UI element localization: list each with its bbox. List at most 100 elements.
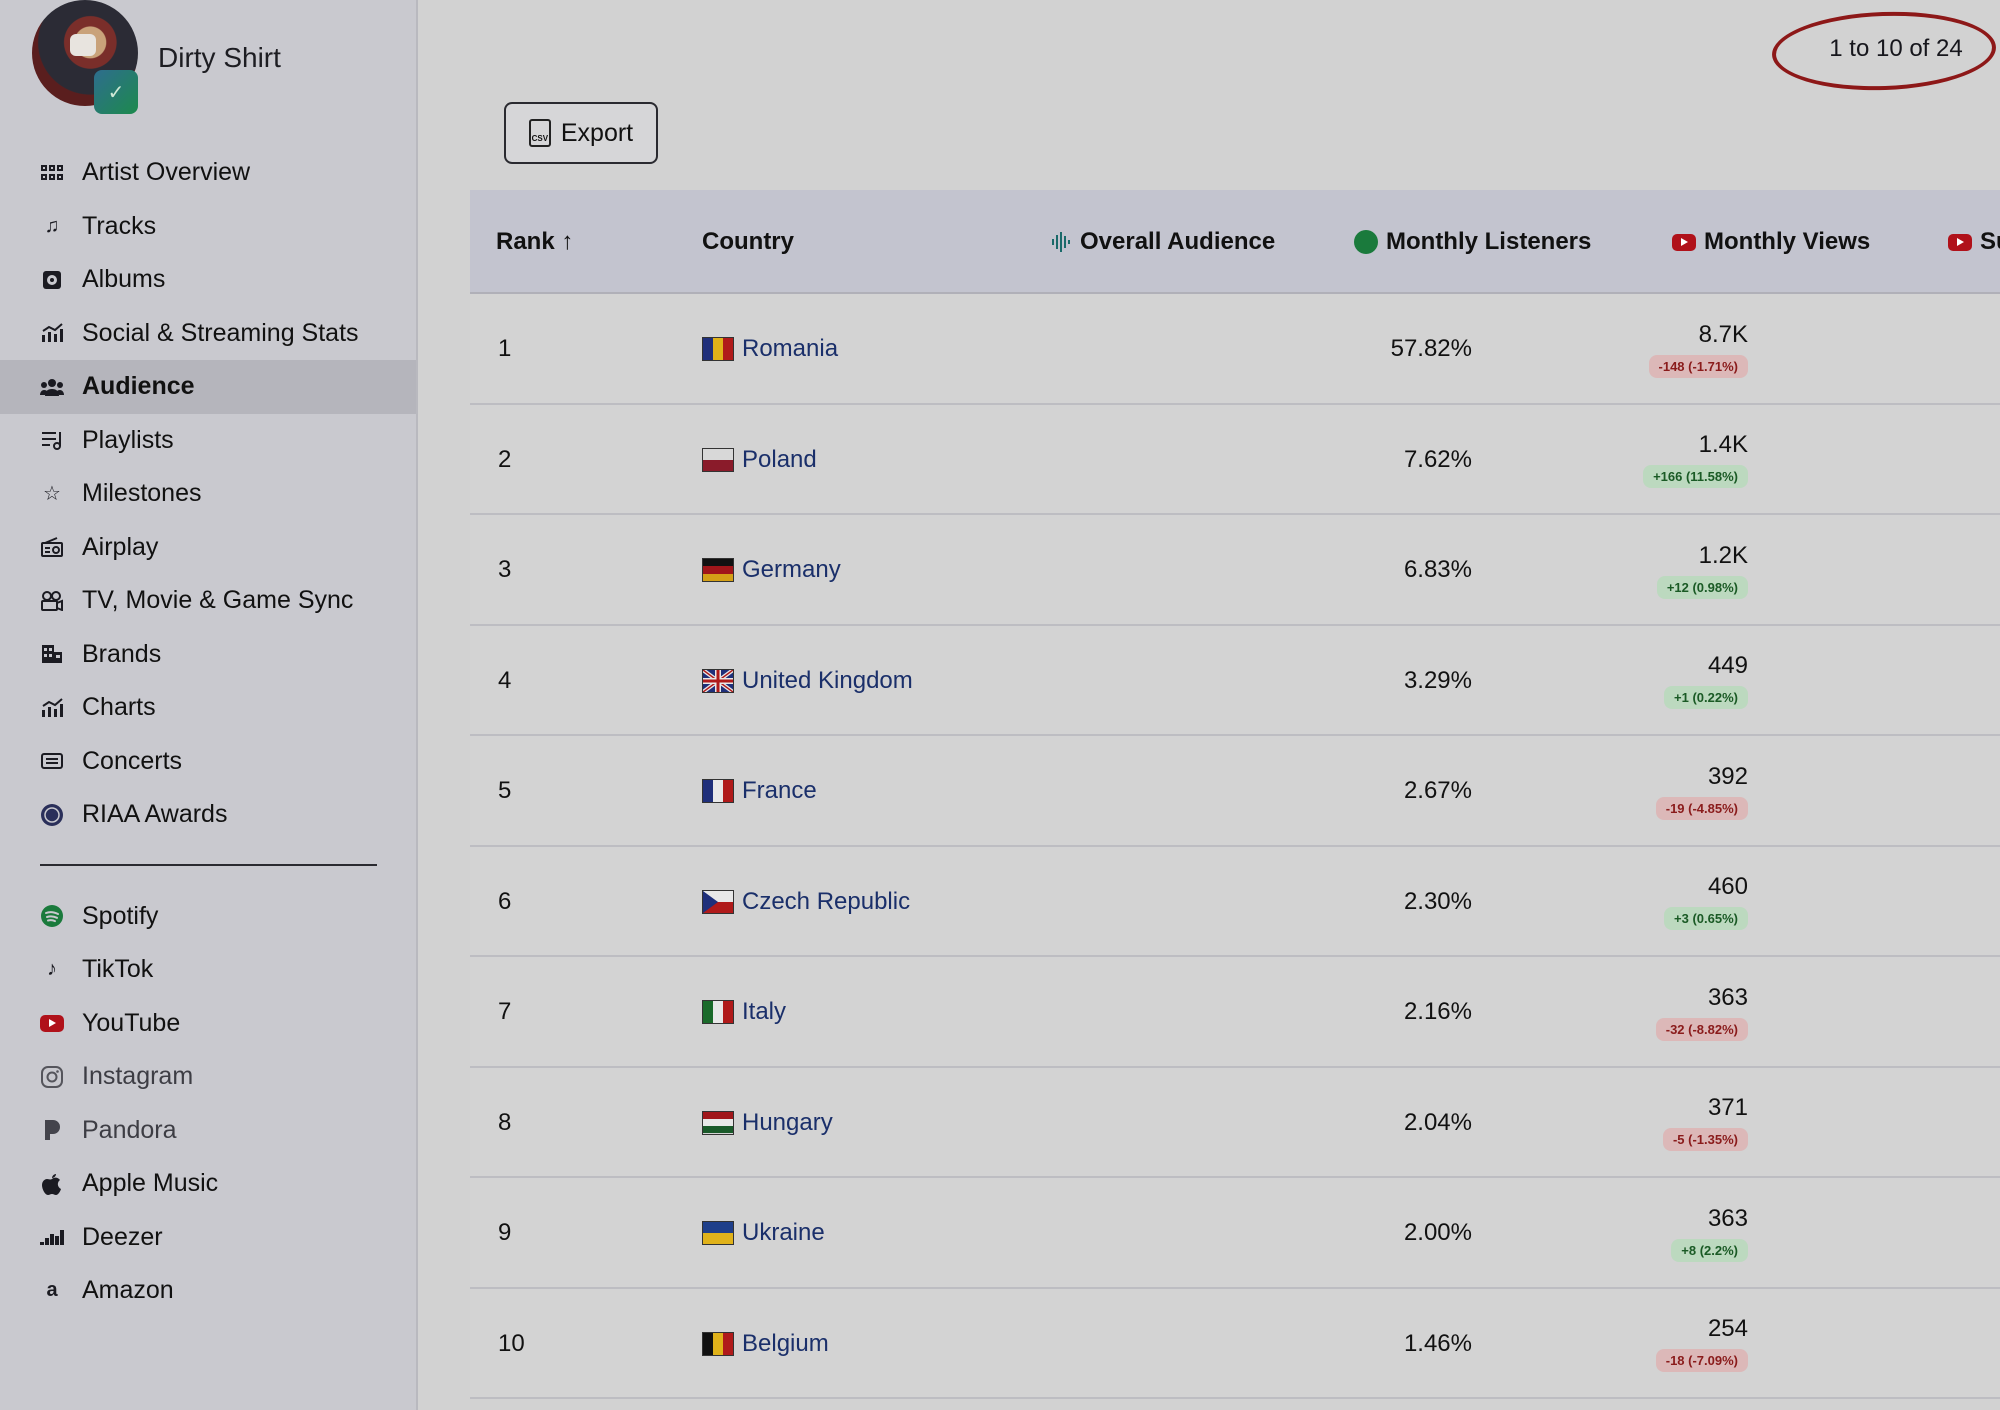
- flag-icon: [702, 1331, 734, 1356]
- users-icon: [40, 375, 64, 399]
- sidebar-item-label: TV, Movie & Game Sync: [82, 586, 354, 615]
- flag-icon: [702, 668, 734, 693]
- column-header-monthly-listeners[interactable]: Monthly Listeners: [1354, 190, 1591, 294]
- cell-country[interactable]: United Kingdom: [702, 626, 913, 736]
- sidebar-item-albums[interactable]: Albums: [0, 253, 416, 307]
- sidebar-item-instagram[interactable]: Instagram: [0, 1050, 416, 1104]
- cell-monthly-listeners: 449 +1 (0.22%): [1520, 626, 1748, 736]
- artist-header[interactable]: ✓ Dirty Shirt: [32, 0, 412, 114]
- cell-rank: 9: [498, 1219, 512, 1246]
- column-header-monthly-views[interactable]: Monthly Views: [1672, 190, 1870, 294]
- tiktok-icon: ♪: [47, 958, 57, 981]
- sidebar-item-audience[interactable]: Audience: [0, 360, 416, 414]
- sidebar-item-pandora[interactable]: Pandora: [0, 1104, 416, 1158]
- cell-country[interactable]: Poland: [702, 405, 817, 515]
- change-badge: -148 (-1.71%): [1648, 354, 1748, 378]
- country-link[interactable]: Belgium: [742, 1329, 829, 1357]
- sidebar-item-playlists[interactable]: Playlists: [0, 414, 416, 468]
- sidebar-item-label: Social & Streaming Stats: [82, 318, 359, 347]
- film-icon: [40, 589, 64, 613]
- listeners-value: 1.2K: [1698, 541, 1748, 569]
- cell-monthly-listeners: 1.2K +12 (0.98%): [1520, 515, 1748, 625]
- sidebar-item-label: Instagram: [82, 1062, 194, 1091]
- sidebar-item-deezer[interactable]: Deezer: [0, 1211, 416, 1265]
- change-badge: -19 (-4.85%): [1655, 796, 1748, 820]
- cell-country[interactable]: France: [702, 736, 817, 846]
- cell-country[interactable]: Ukraine: [702, 1178, 825, 1288]
- cell-overall-audience: 2.30%: [1403, 887, 1472, 915]
- sidebar-item-milestones[interactable]: ☆ Milestones: [0, 467, 416, 521]
- table-row: 9 Ukraine 2.00% 363 +8 (2.2%): [470, 1178, 2000, 1289]
- artist-name[interactable]: Dirty Shirt: [158, 42, 281, 73]
- cell-country[interactable]: Romania: [702, 294, 838, 404]
- cell-country[interactable]: Italy: [702, 957, 786, 1067]
- sidebar-item-label: Milestones: [82, 479, 202, 508]
- youtube-icon: [1948, 233, 1972, 251]
- sidebar-item-airplay[interactable]: Airplay: [0, 521, 416, 575]
- column-header-overall-audience[interactable]: Overall Audience: [1050, 190, 1275, 294]
- main-content: 1 to 10 of 24 CSV Export Rank ↑ Country …: [470, 0, 2000, 1410]
- flag-icon: [702, 889, 734, 914]
- table-row: 1 Romania 57.82% 8.7K -148 (-1.71%): [470, 294, 2000, 405]
- country-link[interactable]: Czech Republic: [742, 887, 911, 915]
- sidebar-item-apple-music[interactable]: Apple Music: [0, 1157, 416, 1211]
- country-link[interactable]: Germany: [742, 556, 841, 583]
- sidebar-item-youtube[interactable]: YouTube: [0, 997, 416, 1051]
- cell-overall-audience: 2.16%: [1403, 998, 1472, 1025]
- chart-icon: [40, 696, 64, 720]
- sidebar-item-tv-movie-game-sync[interactable]: TV, Movie & Game Sync: [0, 574, 416, 628]
- cell-monthly-listeners: 460 +3 (0.65%): [1520, 847, 1748, 957]
- cell-rank: 8: [498, 1108, 512, 1136]
- sidebar-item-riaa-awards[interactable]: RIAA Awards: [0, 788, 416, 842]
- country-link[interactable]: Poland: [742, 445, 817, 473]
- change-badge: +8 (2.2%): [1671, 1238, 1748, 1262]
- country-link[interactable]: Ukraine: [742, 1219, 825, 1246]
- sidebar: ✓ Dirty Shirt Artist Overview ♫ Tracks A…: [0, 0, 418, 1410]
- sidebar-item-brands[interactable]: Brands: [0, 628, 416, 682]
- export-button[interactable]: CSV Export: [504, 102, 658, 164]
- table-row: 4 United Kingdom 3.29% 449 +1 (0.22%): [470, 625, 2000, 736]
- cell-country[interactable]: Hungary: [702, 1068, 833, 1178]
- flag-icon: [702, 1110, 734, 1135]
- cell-country[interactable]: Germany: [702, 515, 841, 625]
- sidebar-item-social-streaming-stats[interactable]: Social & Streaming Stats: [0, 307, 416, 361]
- country-link[interactable]: Hungary: [742, 1108, 833, 1136]
- flag-icon: [702, 779, 734, 803]
- country-link[interactable]: Italy: [742, 998, 787, 1025]
- sidebar-item-tiktok[interactable]: ♪ TikTok: [0, 943, 416, 997]
- country-link[interactable]: United Kingdom: [742, 666, 913, 694]
- cell-rank: 2: [498, 445, 512, 473]
- sidebar-item-spotify[interactable]: Spotify: [0, 890, 416, 944]
- cell-monthly-listeners: 1.4K +166 (11.58%): [1520, 405, 1748, 515]
- avatar[interactable]: [32, 0, 138, 106]
- listeners-value: 363: [1707, 1204, 1748, 1232]
- cell-country[interactable]: Belgium: [702, 1289, 829, 1399]
- flag-icon: [702, 558, 734, 582]
- column-header-rank[interactable]: Rank ↑: [496, 228, 574, 255]
- youtube-icon: [1672, 233, 1696, 251]
- sidebar-item-artist-overview[interactable]: Artist Overview: [0, 146, 416, 200]
- sidebar-item-charts[interactable]: Charts: [0, 681, 416, 735]
- column-header-subscribers[interactable]: Su: [1948, 190, 2000, 294]
- pagination-summary: 1 to 10 of 24: [1829, 35, 1963, 62]
- column-header-country[interactable]: Country: [702, 228, 794, 255]
- sidebar-item-label: Concerts: [82, 746, 183, 775]
- album-icon: [40, 268, 64, 292]
- country-link[interactable]: Romania: [742, 335, 839, 362]
- sidebar-item-tracks[interactable]: ♫ Tracks: [0, 200, 416, 254]
- country-link[interactable]: France: [742, 777, 817, 804]
- cell-overall-audience: 7.62%: [1403, 445, 1472, 473]
- cell-rank: 3: [498, 556, 512, 583]
- spotify-icon: [40, 904, 64, 928]
- cell-monthly-listeners: 371 -5 (-1.35%): [1520, 1068, 1748, 1178]
- export-button-label: Export: [560, 118, 634, 147]
- cell-monthly-listeners: 8.7K -148 (-1.71%): [1520, 294, 1748, 404]
- table-row: 6 Czech Republic 2.30% 460 +3 (0.65%): [470, 846, 2000, 957]
- sidebar-item-amazon[interactable]: a Amazon: [0, 1264, 416, 1318]
- change-badge: -32 (-8.82%): [1655, 1017, 1748, 1041]
- sidebar-item-concerts[interactable]: Concerts: [0, 735, 416, 789]
- table-body: 1 Romania 57.82% 8.7K -148 (-1.71%) 2 Poland 7.…: [470, 294, 2000, 1399]
- cell-country[interactable]: Czech Republic: [702, 847, 910, 957]
- cell-monthly-listeners: 254 -18 (-7.09%): [1520, 1289, 1748, 1399]
- listeners-value: 449: [1707, 652, 1748, 679]
